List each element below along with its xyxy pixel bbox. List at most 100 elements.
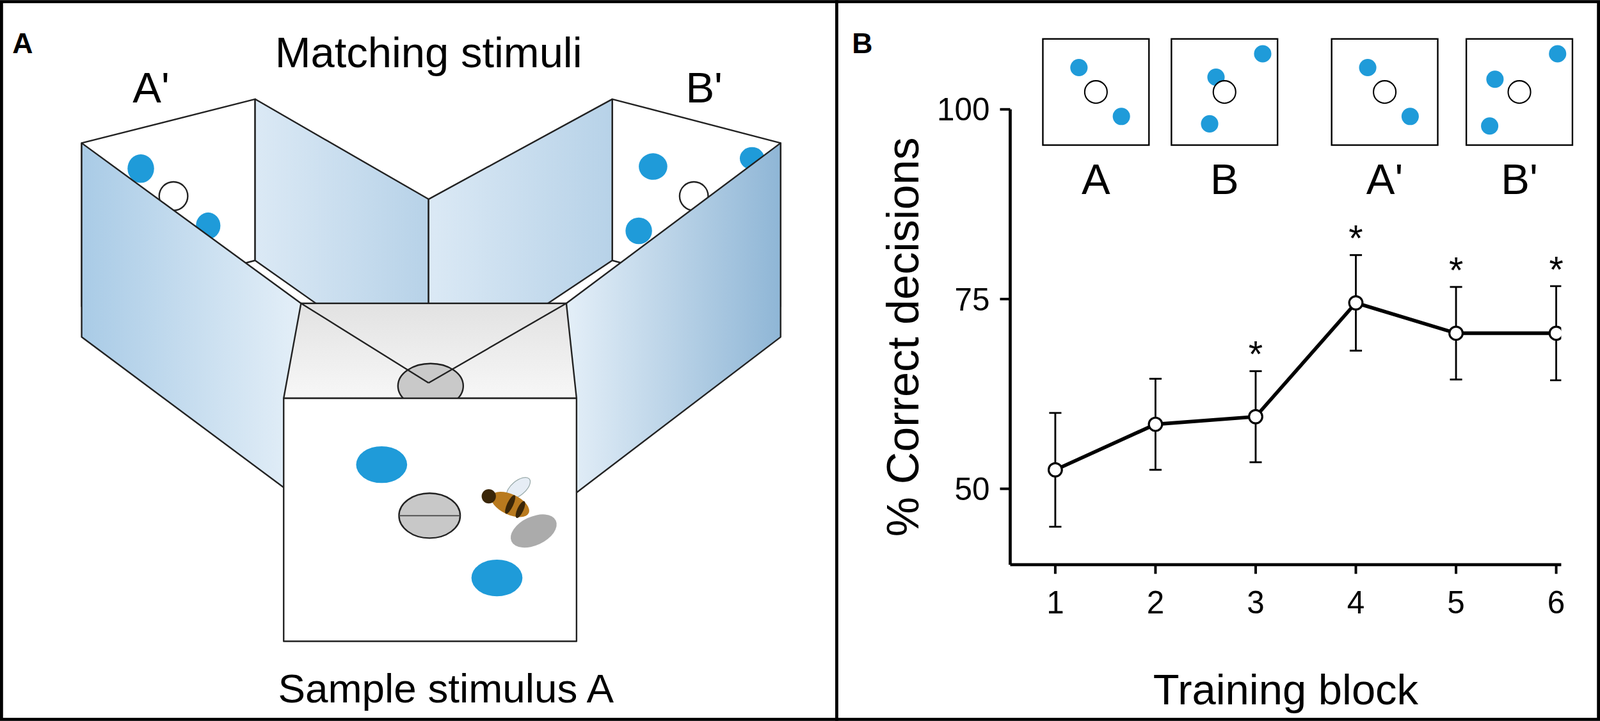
dot (1480, 117, 1499, 135)
panel-label: A (12, 27, 33, 59)
data (1048, 254, 1562, 527)
error-cap (1048, 525, 1062, 528)
error-cap (1048, 411, 1062, 414)
error-bar (1048, 412, 1062, 527)
sample-panel (283, 398, 577, 641)
y-tick-label: 50 (954, 471, 991, 507)
y-tick (1000, 108, 1011, 111)
inset-frame (1171, 39, 1278, 146)
stimulus-label: B' (685, 63, 722, 112)
dot (1486, 70, 1504, 88)
marker (1449, 326, 1464, 340)
title: Matching stimuli (275, 28, 583, 77)
bee (481, 472, 562, 554)
center-hole (1508, 80, 1531, 104)
sample-stimulus (355, 446, 523, 596)
inset: B' (1466, 39, 1573, 203)
dot (1253, 44, 1272, 63)
significance-marker: * (1548, 248, 1563, 290)
background (0, 0, 1600, 721)
frame (1, 1, 1599, 720)
dot (625, 217, 652, 244)
significance-marker: * (1248, 333, 1263, 375)
y-tick (1000, 487, 1011, 490)
error-bar (1349, 254, 1362, 351)
significance-marker: * (1448, 249, 1464, 291)
significance-marker: * (1348, 217, 1363, 259)
outer-wall (566, 142, 781, 500)
dot (1359, 58, 1377, 77)
outer-wall (81, 142, 302, 500)
inset-frame (1042, 39, 1149, 146)
error-cap (1449, 378, 1462, 381)
marker (1048, 462, 1063, 477)
stimulus-label: A' (132, 63, 169, 112)
x-tick (1054, 564, 1057, 574)
error-bar (1149, 378, 1162, 470)
inset-label: B' (1500, 154, 1538, 203)
error-bar (1550, 286, 1561, 381)
y-maze (81, 99, 781, 642)
inset: A' (1331, 39, 1439, 203)
error-cap (1149, 377, 1162, 380)
stripe (503, 493, 518, 515)
x-tick (1254, 564, 1257, 574)
panel-label: B (851, 27, 873, 59)
inset: B (1171, 39, 1278, 203)
edge (428, 303, 567, 383)
stripe (513, 499, 528, 520)
x-tick (1555, 564, 1558, 574)
divider (835, 0, 839, 721)
dot (638, 152, 668, 180)
series-line (1055, 302, 1557, 470)
dot (1112, 107, 1131, 125)
marker (1148, 417, 1163, 431)
inset-frame (1331, 39, 1439, 146)
inset-label: A (1081, 154, 1111, 203)
x-tick-label: 5 (1447, 584, 1465, 620)
inset-frame (1466, 39, 1573, 146)
sample-label: Sample stimulus A (277, 664, 614, 712)
dot (1548, 44, 1567, 63)
x-tick (1454, 564, 1458, 574)
y-tick-label: 75 (954, 281, 991, 317)
dot (1401, 107, 1419, 125)
y-axis (1008, 109, 1012, 565)
head (481, 488, 496, 504)
edge (300, 303, 429, 383)
marker (1349, 296, 1363, 310)
error-bar (1449, 286, 1462, 380)
x-tick (1153, 564, 1157, 574)
inset-label: B (1210, 154, 1240, 203)
dot (355, 446, 408, 483)
error-cap (1550, 378, 1561, 381)
error-cap (1249, 460, 1262, 463)
feeder (398, 492, 461, 538)
error-bar (1249, 371, 1262, 463)
error-cap (1349, 349, 1362, 352)
x-tick (1354, 564, 1358, 574)
center-hole (1084, 80, 1108, 104)
dot (1070, 58, 1088, 77)
x-tick-label: 3 (1246, 584, 1264, 620)
y-tick (1000, 297, 1011, 301)
y-tick-label: 100 (936, 91, 990, 127)
x-tick-label: 1 (1046, 584, 1064, 620)
inset: A (1042, 39, 1149, 203)
dot (1200, 115, 1218, 133)
center-hole (1213, 80, 1236, 104)
x-tick-label: 2 (1146, 584, 1165, 620)
center-hole (1373, 80, 1396, 104)
feeder-line (398, 515, 461, 517)
inset-label: A' (1366, 154, 1403, 203)
x-axis-label: Training block (1153, 664, 1419, 713)
y-axis-label: % Correct decisions (877, 136, 928, 537)
x-tick-label: 6 (1547, 584, 1565, 620)
x-axis (1009, 562, 1561, 566)
dot (471, 559, 523, 596)
x-tick-label: 4 (1347, 584, 1365, 620)
marker (1249, 409, 1263, 424)
figure: A Matching stimuli A' B' Sample stimulus A B A… (0, 0, 1600, 721)
marker (1549, 326, 1561, 340)
error-cap (1149, 468, 1162, 471)
